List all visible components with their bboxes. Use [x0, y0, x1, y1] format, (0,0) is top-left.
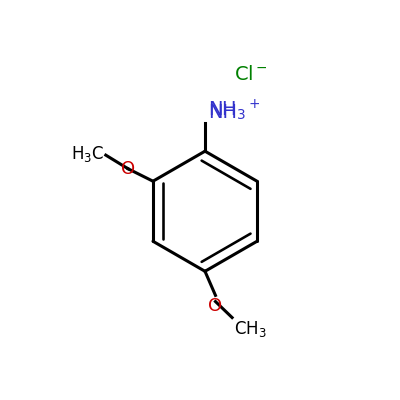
Text: CH$_3$: CH$_3$ — [234, 319, 266, 339]
Text: O: O — [208, 297, 222, 315]
Text: Cl$^-$: Cl$^-$ — [234, 65, 268, 84]
Text: NH$_3$$^+$: NH$_3$$^+$ — [208, 97, 261, 122]
Text: O: O — [121, 160, 135, 178]
Text: NH: NH — [208, 103, 237, 122]
Text: H$_3$C: H$_3$C — [71, 144, 104, 164]
